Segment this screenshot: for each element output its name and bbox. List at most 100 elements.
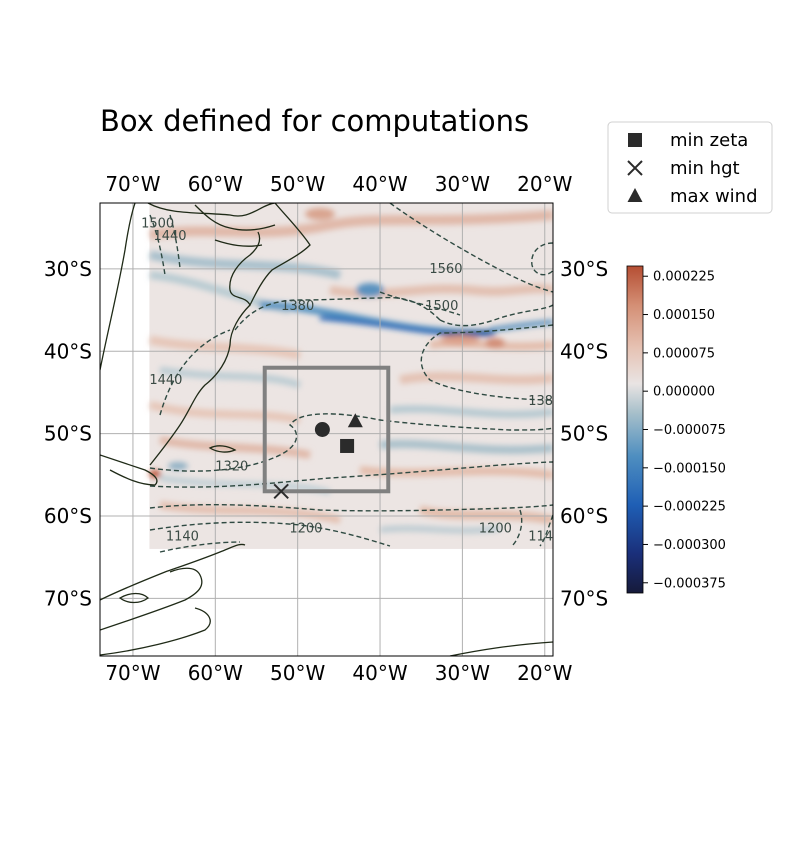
field-streaks: [149, 208, 553, 534]
y-tick-label-right: 30°S: [560, 257, 608, 281]
min-zeta-marker: [340, 438, 355, 453]
gridlines: [100, 203, 553, 656]
max-wind-marker: [347, 413, 363, 428]
contour-label: 138: [528, 394, 553, 409]
contour-label: 1140: [166, 530, 199, 545]
antarctic-coast: [449, 641, 553, 656]
colorbar-tick-label: 0.000075: [653, 346, 715, 361]
x-tick-label-bottom: 40°W: [352, 661, 407, 685]
positive-streak: [359, 466, 553, 479]
south-america-coast: [100, 203, 136, 371]
contour-label: 1380: [281, 299, 314, 314]
min-hgt-marker: [273, 483, 289, 499]
south-america-coast: [147, 203, 276, 217]
contour-line: [420, 324, 553, 401]
height-contours: [149, 203, 553, 553]
coastlines: [100, 203, 553, 656]
south-america-coast: [149, 304, 251, 466]
positive-streak: [418, 505, 553, 525]
colorbar-tick-label: 0.000150: [653, 308, 715, 323]
x-tick-label-bottom: 60°W: [188, 661, 243, 685]
colorbar-tick-label: −0.000375: [653, 576, 726, 591]
south-america-coast: [194, 204, 276, 231]
contour-line: [149, 214, 166, 276]
y-tick-label-right: 50°S: [560, 422, 608, 446]
positive-streak: [159, 436, 311, 459]
y-tick-label-left: 30°S: [44, 257, 92, 281]
vorticity-blob: [149, 470, 161, 478]
colorbar: 0.000225 0.000150 0.000075 0.000000 −0.00007…: [626, 265, 726, 594]
x-tick-label-top: 20°W: [517, 172, 572, 196]
contour-line: [539, 514, 553, 547]
y-tick-label-left: 70°S: [44, 586, 92, 610]
x-tick-label-top: 40°W: [352, 172, 407, 196]
colorbar-tick-label: −0.000075: [653, 423, 726, 438]
legend-label: max wind: [670, 186, 758, 207]
legend-box: [607, 121, 773, 214]
tick-labels: 70°W 70°W 60°W 60°W 50°W 50°W 40°W 40°W 30°W 30°W…: [44, 172, 608, 685]
x-tick-label-bottom: 20°W: [517, 661, 572, 685]
south-america-coast: [100, 454, 158, 486]
map-area: 1500144015601500138014401320120011401200…: [100, 203, 553, 656]
contour-line: [149, 413, 553, 472]
vorticity-blob: [440, 335, 480, 345]
contour-label: 1440: [149, 373, 182, 388]
contour-label: 1500: [141, 217, 174, 232]
south-america-coast: [214, 239, 263, 247]
contour-line: [234, 296, 441, 331]
contour-line: [149, 521, 391, 547]
x-tick-label-top: 70°W: [105, 172, 160, 196]
y-tick-label-right: 70°S: [560, 586, 608, 610]
negative-streak: [159, 366, 302, 389]
contour-line: [159, 541, 241, 553]
negative-streak: [149, 250, 342, 280]
antarctic-islands: [118, 592, 149, 604]
negative-streak: [379, 439, 553, 454]
negative-streak: [379, 525, 501, 534]
x-tick-label-top: 60°W: [188, 172, 243, 196]
y-tick-label-left: 40°S: [44, 339, 92, 363]
contour-label: 1560: [429, 262, 462, 277]
contour-line: [439, 304, 553, 327]
legend-label: min zeta: [670, 130, 748, 151]
markers: [273, 413, 363, 499]
contour-line: [159, 329, 231, 416]
y-tick-label-left: 50°S: [44, 422, 92, 446]
colorbar-tick-label: −0.000300: [653, 538, 726, 553]
vorticity-blob: [305, 208, 335, 220]
antarctic-peninsula: [100, 567, 203, 631]
x-tick-label-bottom: 70°W: [105, 661, 160, 685]
colorbar-tick-label: −0.000150: [653, 461, 726, 476]
y-tick-label-right: 40°S: [560, 339, 608, 363]
x-tick-label-top: 30°W: [435, 172, 490, 196]
chart-title: Box defined for computations: [100, 104, 529, 138]
falkland-islands: [208, 445, 237, 453]
positive-streak: [149, 401, 301, 424]
computation-box: [262, 365, 391, 494]
contour-line: [531, 242, 553, 276]
colorbar-tick-label: 0.000225: [653, 270, 715, 285]
contour-line: [389, 203, 553, 293]
colorbar-gradient: [626, 265, 644, 594]
x-tick-label-bottom: 50°W: [270, 661, 325, 685]
contour-label: 114: [528, 530, 553, 545]
vorticity-blob: [168, 462, 188, 470]
vorticity-field: [149, 203, 553, 549]
antarctic-coast: [100, 607, 211, 656]
x-tick-label-top: 50°W: [270, 172, 325, 196]
vorticity-blob: [356, 283, 384, 297]
min-hgt-legend-symbol: [627, 160, 643, 176]
contour-line: [379, 291, 461, 316]
contour-line: [169, 214, 181, 269]
contour-line: [511, 509, 523, 547]
colorbar-tick-label: −0.000225: [653, 500, 726, 515]
contour-label: 1320: [215, 460, 248, 475]
antarctic-peninsula: [100, 543, 246, 601]
y-tick-label-right: 60°S: [560, 504, 608, 528]
jet-extension: [489, 319, 553, 333]
max-wind-legend-symbol: [627, 188, 643, 202]
legend: min zeta min hgt max wind: [607, 121, 773, 214]
y-tick-label-left: 60°S: [44, 504, 92, 528]
contour-label: 1440: [153, 229, 186, 244]
